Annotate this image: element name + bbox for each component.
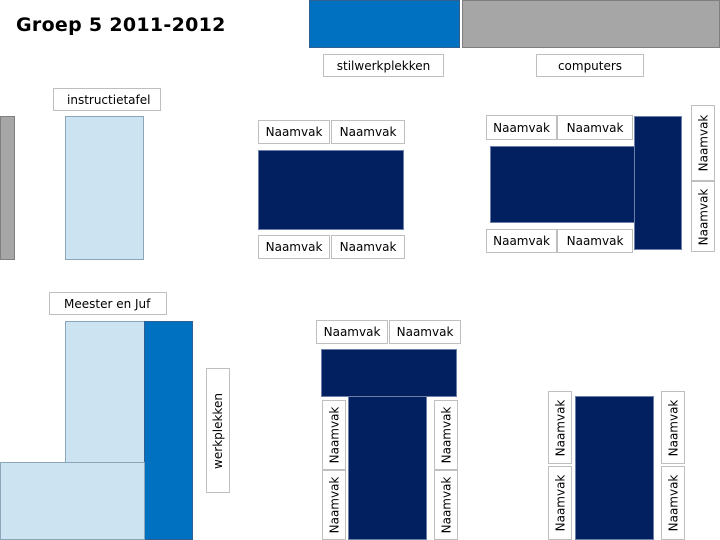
- meester-desk-lower: [0, 462, 145, 540]
- name-tag: Naamvak: [557, 229, 633, 253]
- meester-cabinet: [144, 321, 193, 540]
- page-title: Groep 5 2011-2012: [16, 14, 226, 36]
- instructietafel: [65, 116, 144, 260]
- instructietafel-label: instructietafel: [53, 88, 161, 111]
- stilwerkplekken-label: stilwerkplekken: [323, 54, 444, 77]
- name-tag: Naamvak: [322, 470, 346, 540]
- table-group-1: [258, 150, 404, 230]
- table-group-2-extension: [634, 116, 682, 250]
- table-group-4: [575, 396, 654, 540]
- name-tag: Naamvak: [486, 229, 557, 253]
- werkplekken-label: werkplekken: [206, 368, 230, 493]
- name-tag: Naamvak: [258, 235, 330, 259]
- name-tag: Naamvak: [557, 115, 633, 140]
- name-tag: Naamvak: [661, 466, 685, 540]
- name-tag: Naamvak: [389, 320, 461, 344]
- computers-label: computers: [536, 54, 644, 77]
- name-tag: Naamvak: [316, 320, 388, 344]
- name-tag: Naamvak: [691, 181, 715, 252]
- name-tag: Naamvak: [331, 235, 405, 259]
- name-tag: Naamvak: [331, 120, 405, 144]
- name-tag: Naamvak: [548, 466, 572, 540]
- name-tag: Naamvak: [691, 105, 715, 181]
- name-tag: Naamvak: [322, 400, 346, 470]
- left-wall-cabinet: [0, 116, 15, 260]
- table-group-3-top: [321, 349, 457, 397]
- name-tag: Naamvak: [434, 400, 458, 470]
- table-group-2: [490, 146, 636, 223]
- computers-area: [462, 0, 720, 48]
- meester-desk-upper: [65, 321, 145, 466]
- name-tag: Naamvak: [548, 391, 572, 464]
- name-tag: Naamvak: [661, 391, 685, 464]
- name-tag: Naamvak: [258, 120, 330, 144]
- name-tag: Naamvak: [434, 470, 458, 540]
- name-tag: Naamvak: [486, 115, 557, 140]
- stilwerkplekken-area: [309, 0, 460, 48]
- meester-en-juf-label: Meester en Juf: [49, 292, 167, 315]
- table-group-3-stem: [348, 396, 427, 540]
